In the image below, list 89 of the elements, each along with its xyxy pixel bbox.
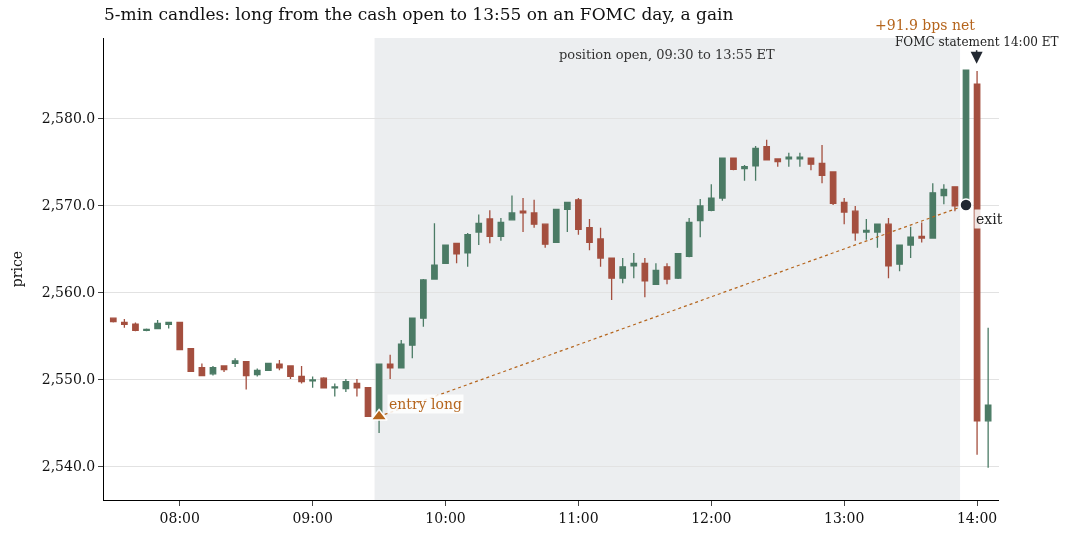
candlestick <box>785 152 793 168</box>
candlestick <box>885 217 892 279</box>
candlestick <box>984 327 992 469</box>
candlestick <box>386 354 394 380</box>
candlestick <box>575 197 582 236</box>
candlestick <box>486 209 494 244</box>
chart-title: 5-min candles: long from the cash open to 13:55 on an FOMC day, a gain <box>104 4 734 24</box>
candlestick <box>309 375 316 389</box>
candlestick <box>464 232 472 268</box>
candlestick <box>719 157 726 202</box>
x-tick-label: 14:00 <box>956 509 998 526</box>
candlestick <box>408 317 416 359</box>
candlestick <box>851 205 859 242</box>
candlestick <box>187 347 195 373</box>
candlestick <box>796 152 804 168</box>
candlestick <box>896 244 903 272</box>
candlestick <box>497 217 505 242</box>
candlestick <box>442 244 449 264</box>
candlestick <box>420 278 427 328</box>
candlestick <box>541 223 549 249</box>
y-tick-label: 2,560.0 <box>41 283 96 300</box>
candlestick <box>818 144 826 184</box>
candlestick <box>198 362 206 377</box>
candlestick <box>121 318 128 329</box>
candlestick <box>752 145 759 182</box>
y-tick-label: 2,540.0 <box>41 457 96 474</box>
candlestick <box>951 186 959 212</box>
candlestick <box>508 194 516 221</box>
text: +91.9 bps net <box>875 17 976 33</box>
candlestick <box>242 361 250 391</box>
candlestick <box>298 365 305 385</box>
candlestick <box>320 376 328 389</box>
candlestick <box>630 252 638 279</box>
candlestick <box>519 197 527 233</box>
y-tick-label: 2,580.0 <box>41 109 96 126</box>
candlestick <box>741 164 748 182</box>
candlestick <box>165 321 173 330</box>
candlestick <box>552 208 560 244</box>
candlestick <box>730 157 737 171</box>
candlestick <box>530 199 538 229</box>
candlestick <box>774 158 782 168</box>
candlestick <box>132 321 139 332</box>
candlestick <box>586 218 593 251</box>
candlestick <box>619 257 627 285</box>
candlestick <box>154 319 161 330</box>
annotation: entry long <box>389 396 462 412</box>
y-tick-label: 2,550.0 <box>41 370 96 387</box>
candlestick <box>597 227 604 268</box>
candlestick <box>874 223 881 249</box>
candlestick <box>663 262 671 285</box>
candlestick <box>397 339 405 369</box>
candlestick <box>807 157 815 171</box>
candlestick <box>475 213 483 246</box>
x-tick-label: 12:00 <box>691 509 732 526</box>
candlestick <box>940 183 948 205</box>
band-label: position open, 09:30 to 13:55 ET <box>559 47 776 62</box>
candlestick <box>287 365 294 380</box>
y-tick-label: 2,570.0 <box>41 196 96 213</box>
candlestick <box>264 362 272 372</box>
candlestick <box>641 257 649 298</box>
annotation: exit <box>976 211 1003 227</box>
x-tick-label: 08:00 <box>159 509 200 526</box>
candlestick <box>918 221 926 244</box>
candlestick <box>840 197 848 225</box>
x-tick-label: 11:00 <box>558 509 599 526</box>
candlestick <box>829 171 837 206</box>
candlestick <box>763 139 771 161</box>
candlestick <box>907 226 914 259</box>
candlestick <box>929 182 937 239</box>
candlestick <box>431 222 438 280</box>
candlestick <box>220 364 228 373</box>
candlestick <box>342 378 350 393</box>
candlestick <box>563 201 571 233</box>
y-axis-title: price <box>9 250 26 288</box>
candlestick <box>231 357 239 368</box>
x-tick-label: 09:00 <box>292 509 333 526</box>
candlestick <box>696 198 704 238</box>
candlestick <box>331 382 339 398</box>
x-tick-label: 10:00 <box>425 509 466 526</box>
candlestick <box>453 242 460 264</box>
x-tick-label: 13:00 <box>824 509 865 526</box>
candlestick <box>862 218 870 241</box>
candlestick <box>608 257 615 301</box>
candlestick <box>353 378 361 398</box>
candlestick <box>707 183 715 212</box>
candlestick <box>685 217 693 258</box>
annotation: FOMC statement 14:00 ET <box>895 35 1059 49</box>
candlestick <box>176 321 184 351</box>
candlestick <box>652 262 660 285</box>
